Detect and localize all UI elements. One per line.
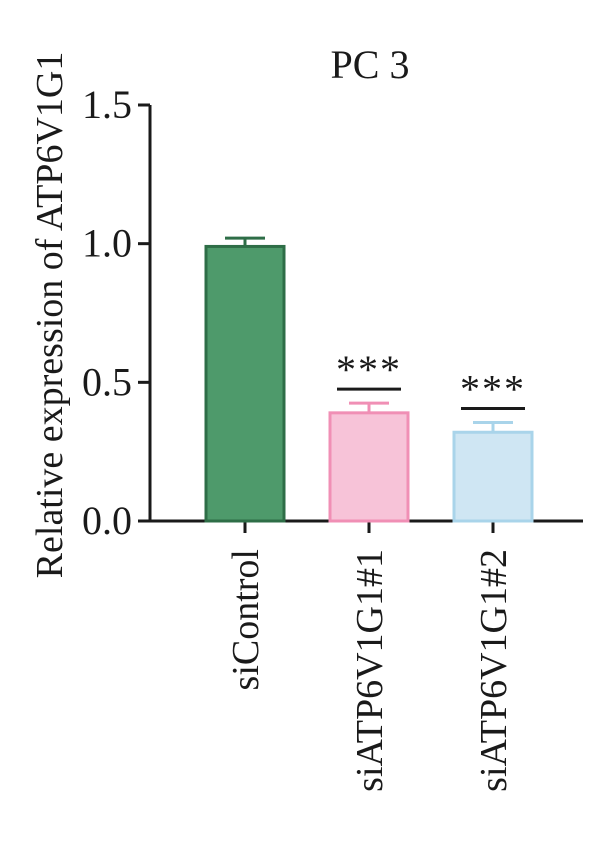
significance-stars: *** (460, 367, 526, 412)
bars (204, 236, 534, 523)
bar-siatp6v1g1-1 (328, 411, 410, 523)
y-tick-label: 1.0 (82, 221, 132, 266)
bar-siatp6v1g1-2 (452, 430, 534, 523)
y-tick-label: 0.0 (82, 498, 132, 543)
y-axis-label: Relative expression of ATP6V1G1 (29, 52, 71, 579)
chart-title: PC 3 (331, 42, 410, 87)
bar-sicontrol (204, 244, 286, 523)
x-tick-label: siControl (225, 549, 267, 690)
labels: siControl siATP6V1G1#1 *** siATP6V1G1#2 *** (225, 347, 526, 792)
axes: 0.0 0.5 1.0 1.5 (82, 82, 583, 543)
y-tick-label: 1.5 (82, 82, 132, 127)
y-tick-label: 0.5 (82, 359, 132, 404)
x-tick-label: siATP6V1G1#1 (349, 549, 391, 792)
x-tick-label: siATP6V1G1#2 (473, 549, 515, 792)
significance-stars: *** (336, 347, 402, 392)
